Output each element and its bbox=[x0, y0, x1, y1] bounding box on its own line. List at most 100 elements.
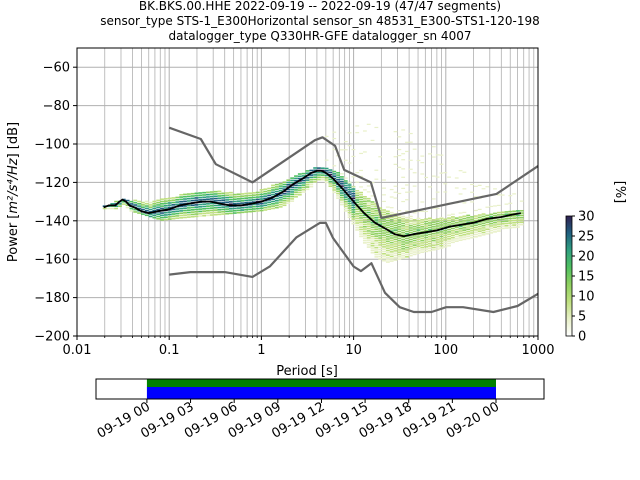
density-cell bbox=[470, 227, 474, 230]
density-cell bbox=[359, 217, 363, 219]
density-cell bbox=[447, 217, 451, 219]
density-cell bbox=[206, 209, 210, 212]
density-cell bbox=[412, 223, 417, 226]
density-cell bbox=[259, 198, 264, 200]
density-cell bbox=[393, 156, 398, 158]
density-cell bbox=[412, 228, 417, 230]
series-noise-model-low bbox=[169, 221, 539, 314]
density-cell bbox=[198, 196, 203, 199]
density-cell bbox=[290, 193, 295, 196]
density-cell bbox=[175, 198, 180, 201]
density-cell bbox=[217, 197, 222, 200]
density-cell bbox=[470, 229, 474, 232]
density-cell bbox=[519, 216, 524, 219]
title-line-3: datalogger_type Q330HR-GFE datalogger_sn… bbox=[169, 29, 472, 43]
density-cell bbox=[229, 198, 233, 201]
density-cell bbox=[370, 238, 375, 240]
density-cell bbox=[297, 189, 302, 191]
density-cell bbox=[393, 259, 398, 261]
density-cell bbox=[121, 203, 126, 205]
density-cell bbox=[496, 227, 501, 230]
density-cell bbox=[462, 188, 467, 190]
density-cell bbox=[347, 200, 352, 202]
density-cell bbox=[114, 200, 119, 203]
density-cell bbox=[175, 196, 180, 199]
density-cell bbox=[416, 210, 421, 213]
density-cell bbox=[267, 194, 272, 197]
density-cell bbox=[351, 192, 356, 195]
density-cell bbox=[439, 235, 444, 238]
density-cell bbox=[263, 202, 268, 204]
density-cell bbox=[267, 201, 272, 204]
density-cell bbox=[424, 245, 429, 248]
density-cell bbox=[428, 153, 432, 155]
density-cell bbox=[336, 174, 341, 176]
density-cell bbox=[389, 260, 394, 262]
density-cell bbox=[232, 203, 237, 205]
x-ticks: 0.01 0.1 1 10 100 1000 bbox=[63, 336, 555, 358]
density-cell bbox=[359, 175, 363, 178]
density-cell bbox=[236, 207, 241, 209]
density-cell bbox=[167, 197, 172, 200]
density-cell bbox=[286, 193, 291, 195]
density-cell bbox=[206, 203, 210, 205]
density-cell bbox=[408, 245, 413, 248]
density-cell bbox=[416, 217, 421, 220]
density-cell bbox=[397, 219, 402, 221]
density-cell bbox=[378, 246, 383, 249]
timeline-bar-segments bbox=[146, 387, 496, 399]
density-cell bbox=[217, 195, 222, 197]
density-cell bbox=[202, 198, 207, 201]
density-cell bbox=[343, 177, 348, 179]
density-cell bbox=[385, 242, 390, 245]
density-cell bbox=[179, 214, 184, 217]
density-cell bbox=[473, 209, 478, 212]
density-cell bbox=[435, 243, 440, 246]
density-cell bbox=[213, 209, 218, 211]
density-cell bbox=[259, 189, 264, 191]
density-cell bbox=[267, 208, 272, 211]
density-cell bbox=[424, 241, 429, 243]
density-cell bbox=[405, 216, 409, 219]
density-cell bbox=[202, 194, 207, 196]
density-cell bbox=[190, 195, 195, 197]
density-cell bbox=[244, 192, 249, 195]
density-cell bbox=[301, 179, 306, 182]
density-cell bbox=[489, 232, 494, 234]
density-cell bbox=[470, 220, 474, 223]
density-cell bbox=[489, 222, 494, 225]
density-cell bbox=[397, 256, 402, 258]
density-cell bbox=[393, 197, 398, 199]
density-cell bbox=[163, 200, 168, 202]
density-cell bbox=[324, 174, 329, 177]
density-cell bbox=[343, 198, 348, 201]
density-cell bbox=[462, 222, 467, 225]
density-cell bbox=[255, 207, 260, 210]
density-cell bbox=[420, 230, 425, 233]
density-cell bbox=[236, 198, 241, 200]
density-cell bbox=[206, 191, 210, 194]
density-cell bbox=[362, 195, 367, 198]
density-cell bbox=[378, 221, 383, 223]
density-cell bbox=[359, 219, 363, 222]
density-cell bbox=[420, 226, 425, 228]
density-cell bbox=[186, 197, 191, 200]
density-cell bbox=[278, 201, 283, 204]
density-cell bbox=[489, 213, 494, 216]
density-cell bbox=[297, 187, 302, 189]
density-cell bbox=[401, 243, 406, 246]
density-cell bbox=[366, 207, 371, 209]
density-cell bbox=[477, 232, 482, 235]
density-cell bbox=[481, 188, 486, 190]
density-cell bbox=[209, 195, 214, 198]
density-cell bbox=[416, 222, 421, 224]
density-cell bbox=[137, 207, 141, 210]
density-cell bbox=[347, 207, 352, 209]
density-cell bbox=[366, 232, 371, 235]
density-cell bbox=[439, 163, 444, 165]
density-cell bbox=[355, 217, 360, 220]
density-cell bbox=[294, 184, 298, 187]
density-cell bbox=[481, 224, 486, 227]
density-cell bbox=[278, 183, 283, 185]
density-cell bbox=[248, 192, 252, 195]
